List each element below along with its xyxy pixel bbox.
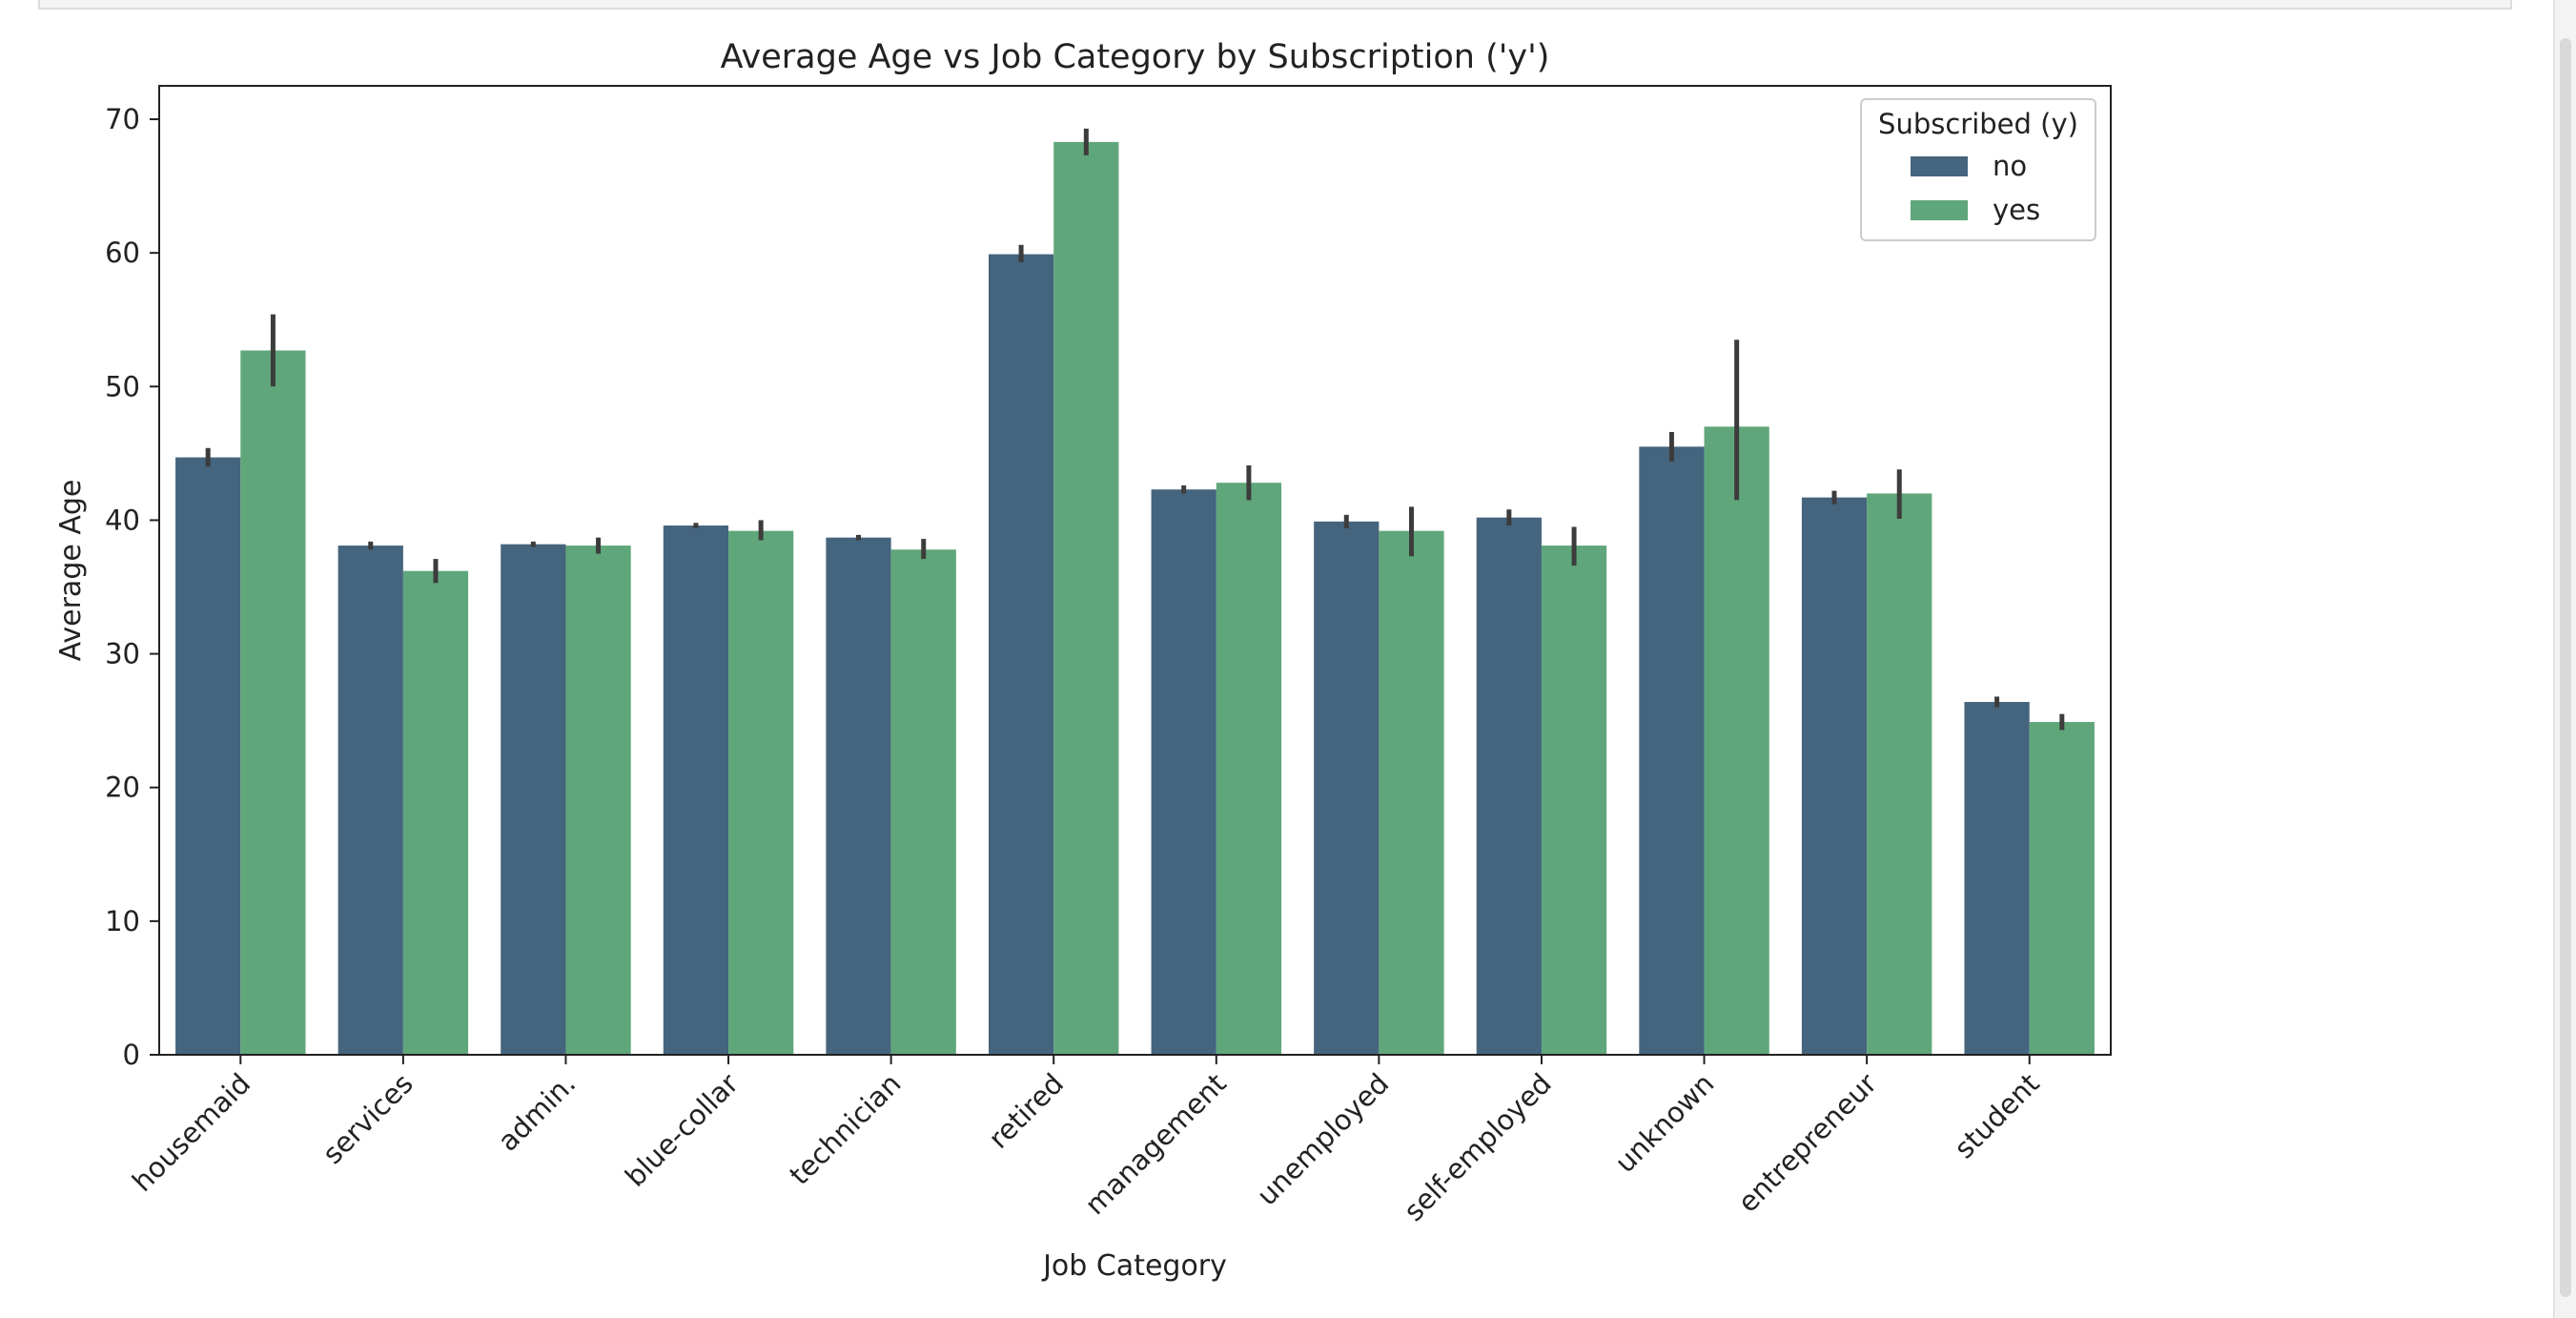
x-tick-label: housemaid [126,1067,256,1198]
notebook-cell-border [38,0,2512,10]
y-tick-label: 10 [105,905,140,937]
bar-yes-retired [1053,141,1119,1056]
bar-yes-entrepreneur [1867,493,1932,1055]
legend-label-yes: yes [1993,194,2040,226]
bar-no-retired [988,254,1054,1055]
y-tick-label: 0 [123,1039,140,1071]
x-tick-label: self-employed [1398,1067,1558,1227]
bar-no-management [1151,489,1216,1055]
bar-no-admin. [501,544,566,1055]
y-tick-label: 60 [105,237,140,269]
legend-title: Subscribed (y) [1878,108,2078,140]
chart-title: Average Age vs Job Category by Subscript… [721,38,1550,76]
plot-frame [158,85,2112,1056]
y-axis-title: Average Age [54,480,88,662]
y-tick-label: 20 [105,772,140,804]
bar-yes-blue-collar [728,530,794,1055]
x-tick-label: management [1078,1067,1232,1221]
bar-no-entrepreneur [1801,497,1868,1055]
x-tick-label: technician [783,1067,907,1191]
bar-no-technician [826,537,891,1055]
bar-yes-unknown [1704,426,1769,1056]
x-axis-title: Job Category [1041,1249,1227,1283]
legend-items: no yes [1911,150,2040,226]
bars-layer [175,141,2095,1056]
scrollbar-thumb[interactable] [2560,38,2571,1297]
bar-yes-housemaid [240,350,306,1055]
bar-no-housemaid [175,457,241,1055]
bar-no-services [337,546,403,1055]
bar-yes-management [1216,483,1282,1055]
legend: Subscribed (y) no yes [1860,98,2096,241]
bar-no-unemployed [1314,521,1380,1055]
x-tick-label: admin. [492,1067,583,1158]
bar-yes-unemployed [1379,530,1444,1055]
bar-no-blue-collar [663,525,729,1055]
x-tick-label: unknown [1608,1067,1720,1179]
legend-label-no: no [1993,150,2027,182]
error-bars-layer [205,128,2065,731]
legend-swatch-yes [1911,200,1968,220]
bar-yes-self-employed [1541,546,1607,1055]
bar-yes-student [2029,722,2095,1055]
bar-no-student [1964,702,2030,1055]
y-tick-label: 70 [105,103,140,135]
y-axis: 0 10 20 30 40 50 60 70 [105,103,159,1071]
y-tick-label: 50 [105,370,140,402]
vertical-scrollbar[interactable] [2553,0,2576,1318]
bar-yes-technician [890,549,956,1055]
bar-yes-admin. [565,546,631,1055]
x-tick-label: unemployed [1251,1067,1396,1212]
legend-swatch-no [1911,156,1968,176]
y-tick-label: 30 [105,638,140,670]
x-tick-label: retired [982,1067,1070,1155]
bar-no-unknown [1639,446,1705,1055]
x-tick-label: blue-collar [619,1067,745,1193]
x-axis: housemaid services admin. blue-collar techni… [126,1055,2046,1227]
x-tick-label: student [1948,1067,2045,1164]
bar-yes-services [402,570,469,1055]
x-tick-label: services [317,1067,419,1170]
y-tick-label: 40 [105,504,140,536]
bar-no-self-employed [1476,517,1542,1055]
x-tick-label: entrepreneur [1731,1067,1883,1219]
